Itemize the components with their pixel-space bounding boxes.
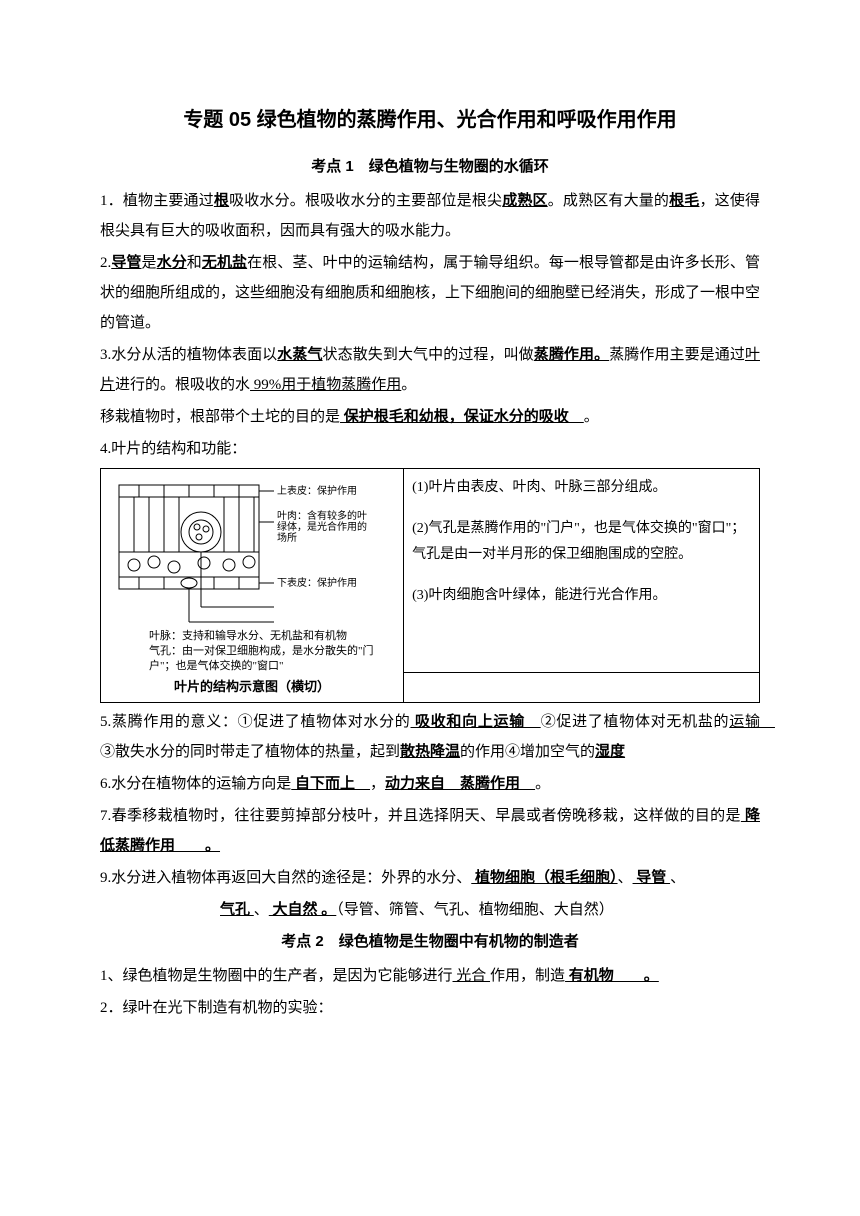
p7-a: 7.春季移栽植物时，往往要剪掉部分枝叶，并且选择阴天、早晨或者傍晚移栽，这样做的… [100, 808, 741, 824]
p5-humid: 湿度 [595, 744, 625, 760]
s2-para-2: 2．绿叶在光下制造有机物的实验： [100, 993, 760, 1023]
s2p1-a: 1、绿色植物是生物圈中的生产者，是因为它能够进行 [100, 968, 453, 984]
p2-a: 2. [100, 255, 111, 271]
p3-d: 进行的。根吸收的水 [115, 377, 250, 393]
p3-g: 。 [584, 409, 599, 425]
p6-c: 。 [535, 776, 550, 792]
p1-root: 根 [214, 193, 229, 209]
svg-text:绿体，是光合作用的: 绿体，是光合作用的 [277, 520, 367, 533]
p2-water: 水分 [157, 255, 187, 271]
para-6: 6.水分在植物体的运输方向是 自下而上 ，动力来自 蒸腾作用 。 [100, 769, 760, 799]
p3-protect: 保护根毛和幼根，保证水分的吸收 [340, 409, 584, 425]
p2-vessel: 导管 [111, 255, 141, 271]
fig-caption: 叶片的结构示意图（横切） [109, 678, 395, 696]
leaf-table: 上表皮：保护作用 叶肉：含有较多的叶 绿体，是光合作用的 场所 下表皮：保护作用… [100, 468, 760, 703]
p1-text-a: 1．植物主要通过 [100, 193, 214, 209]
table-right-1: (1)叶片由表皮、叶肉、叶脉三部分组成。 (2)气孔是蒸腾作用的"门户"，也是气… [404, 469, 760, 673]
p9-cell: 植物细胞（根毛细胞） [471, 870, 617, 886]
svg-text:下表皮：保护作用: 下表皮：保护作用 [277, 576, 357, 589]
p2-salt: 无机盐 [202, 255, 247, 271]
svg-text:叶肉：含有较多的叶: 叶肉：含有较多的叶 [277, 509, 367, 522]
p3-vapor: 水蒸气 [277, 347, 322, 363]
p9-a: 9.水分进入植物体再返回大自然的途径是：外界的水分、 [100, 870, 471, 886]
p3-b: 状态散失到大气中的过程，叫做 [323, 347, 534, 363]
svg-text:场所: 场所 [277, 531, 297, 544]
para-5: 5.蒸腾作用的意义：①促进了植物体对水分的 吸收和向上运输 ②促进了植物体对无机… [100, 707, 760, 767]
p2-c: 和 [187, 255, 202, 271]
p1-text-c: 。成熟区有大量的 [548, 193, 669, 209]
p5-d: 的作用④增加空气的 [460, 744, 595, 760]
p6-b: ， [370, 776, 385, 792]
p5-b: ②促进了植物体对无机盐的 [541, 714, 730, 730]
p2-b: 是 [142, 255, 157, 271]
p1-hair: 根毛 [669, 193, 699, 209]
figure-cell: 上表皮：保护作用 叶肉：含有较多的叶 绿体，是光合作用的 场所 下表皮：保护作用… [101, 469, 404, 703]
section1-heading: 考点 1 绿色植物与生物圈的水循环 [100, 152, 760, 182]
fig-stoma-label: 气孔：由一对保卫细胞构成，是水分散失的"门户"；也是气体交换的"窗口" [109, 644, 395, 674]
p5-cool: 散热降温 [400, 744, 460, 760]
section2-heading: 考点 2 绿色植物是生物圈中有机物的制造者 [100, 927, 760, 957]
para-1: 1．植物主要通过根吸收水分。根吸收水分的主要部位是根尖成熟区。成熟区有大量的根毛… [100, 186, 760, 246]
r3: (3)叶肉细胞含叶绿体，能进行光合作用。 [412, 583, 751, 610]
p1-mature: 成熟区 [502, 193, 548, 209]
fig-top-label: 上表皮：保护作用 [277, 484, 357, 497]
para-2: 2.导管是水分和无机盐在根、茎、叶中的运输结构，属于输导组织。每一根导管都是由许… [100, 248, 760, 338]
p5-absorb: 吸收和向上运输 [411, 714, 541, 730]
p6-power: 动力来自 蒸腾作用 [385, 776, 535, 792]
p1-text-b: 吸收水分。根吸收水分的主要部位是根尖 [229, 193, 502, 209]
p9-s1: 、 [618, 870, 633, 886]
s2-para-1: 1、绿色植物是生物圈中的生产者，是因为它能够进行 光合 作用，制造 有机物 。 [100, 961, 760, 991]
p3-f: 移栽植物时，根部带个土坨的目的是 [100, 409, 340, 425]
p9-s2: 、 [670, 870, 685, 886]
p9-nature: 大自然 。 [269, 902, 337, 918]
p5-trans: 运输 [729, 714, 775, 730]
para-4: 4.叶片的结构和功能： [100, 434, 760, 464]
p9-vessel: 导管 [633, 870, 671, 886]
r1: (1)叶片由表皮、叶肉、叶脉三部分组成。 [412, 475, 751, 502]
p9-b: （导管、筛管、气孔、植物细胞、大自然） [336, 902, 614, 918]
p9-s3: 、 [254, 902, 269, 918]
s2p1-org: 有机物 。 [565, 968, 659, 984]
r2: (2)气孔是蒸腾作用的"门户"，也是气体交换的"窗口"；气孔是由一对半月形的保卫… [412, 516, 751, 569]
p3-a: 3.水分从活的植物体表面以 [100, 347, 277, 363]
p3-e: 。 [401, 377, 416, 393]
p3-99: 99%用于植物蒸腾作用 [250, 377, 401, 393]
leaf-svg: 上表皮：保护作用 叶肉：含有较多的叶 绿体，是光合作用的 场所 下表皮：保护作用 [109, 477, 379, 627]
s2p1-b: 作用，制造 [490, 968, 565, 984]
para-9b: 气孔 、 大自然 。（导管、筛管、气孔、植物细胞、大自然） [100, 895, 760, 925]
para-3b: 移栽植物时，根部带个土坨的目的是 保护根毛和幼根，保证水分的吸收 。 [100, 402, 760, 432]
p5-a: 5.蒸腾作用的意义：①促进了植物体对水分的 [100, 714, 411, 730]
table-right-empty [404, 672, 760, 702]
fig-vein-label: 叶脉：支持和输导水分、无机盐和有机物 [109, 629, 395, 644]
p6-a: 6.水分在植物体的运输方向是 [100, 776, 291, 792]
page-title: 专题 05 绿色植物的蒸腾作用、光合作用和呼吸作用作用 [100, 100, 760, 140]
s2p1-photo: 光合 [453, 968, 491, 984]
p5-c: ③散失水分的同时带走了植物体的热量，起到 [100, 744, 400, 760]
leaf-figure: 上表皮：保护作用 叶肉：含有较多的叶 绿体，是光合作用的 场所 下表皮：保护作用… [109, 477, 395, 696]
p6-dir: 自下而上 [291, 776, 370, 792]
para-3: 3.水分从活的植物体表面以水蒸气状态散失到大气中的过程，叫做蒸腾作用。蒸腾作用主… [100, 340, 760, 400]
p3-trans: 蒸腾作用。 [534, 347, 609, 363]
p3-c: 蒸腾作用主要是通过 [609, 347, 745, 363]
para-9: 9.水分进入植物体再返回大自然的途径是：外界的水分、 植物细胞（根毛细胞）、 导… [100, 863, 760, 893]
p9-stoma: 气孔 [220, 902, 254, 918]
para-7: 7.春季移栽植物时，往往要剪掉部分枝叶，并且选择阴天、早晨或者傍晚移栽，这样做的… [100, 801, 760, 861]
